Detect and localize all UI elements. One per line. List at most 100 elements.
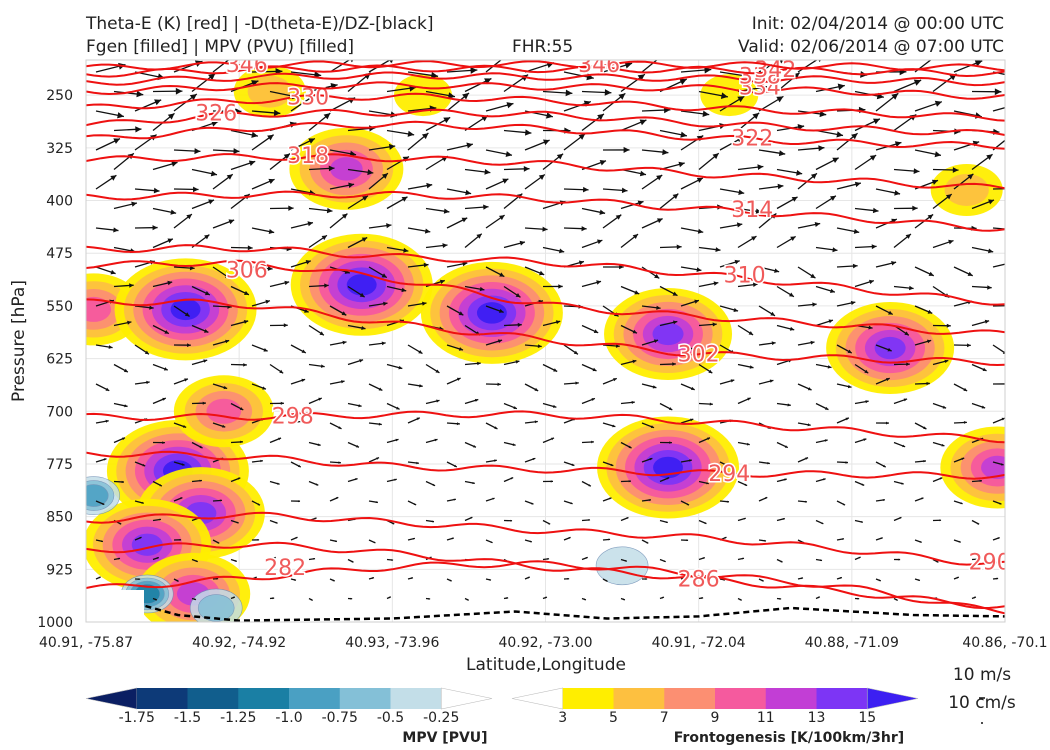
wind-arrowhead — [984, 319, 990, 324]
wind-arrowhead — [499, 308, 504, 313]
wind-arrowhead — [108, 345, 113, 349]
wind-arrowhead — [122, 437, 125, 441]
wind-arrowhead — [268, 229, 275, 234]
wind-arrowhead — [696, 267, 702, 272]
wind-arrowhead — [621, 187, 628, 194]
wind-arrowhead — [341, 311, 347, 316]
wind-arrowhead — [654, 273, 660, 279]
wind-arrowhead — [328, 165, 335, 172]
wind-arrowhead — [939, 519, 942, 522]
wind-arrowhead — [153, 187, 160, 194]
wind-arrowhead — [167, 280, 173, 286]
wind-arrowhead — [997, 537, 1000, 540]
wind-arrowhead — [373, 541, 376, 543]
x-axis-label: Latitude,Longitude — [466, 655, 626, 675]
wind-arrowhead — [810, 340, 815, 345]
wind-arrowhead — [176, 579, 179, 582]
wind-arrowhead — [348, 182, 355, 188]
wind-arrowhead — [505, 151, 512, 157]
wind-arrowhead — [465, 189, 472, 196]
y-tick-label: 475 — [46, 246, 73, 262]
wind-arrowhead — [529, 540, 532, 543]
wind-reference-label-2: 10 cm/s — [948, 693, 1016, 713]
wind-arrowhead — [820, 559, 822, 562]
wind-arrowhead — [184, 312, 190, 317]
colorbar-tick-label: 7 — [660, 710, 669, 726]
wind-arrowhead — [515, 293, 521, 298]
wind-arrowhead — [195, 560, 198, 562]
colorbar-tick-label: 15 — [858, 710, 876, 726]
x-tick-label: 40.91, -75.87 — [39, 635, 133, 651]
wind-arrowhead — [314, 517, 317, 520]
wind-arrowhead — [381, 341, 386, 346]
wind-arrowhead — [113, 227, 119, 233]
wind-arrowhead — [553, 404, 557, 408]
wind-arrowhead — [593, 329, 599, 333]
wind-arrowhead — [320, 364, 325, 368]
wind-arrowhead — [497, 382, 501, 386]
wind-arrowhead — [217, 541, 220, 544]
wind-arrowhead — [525, 129, 532, 136]
wind-arrowhead — [956, 576, 959, 579]
wind-arrowhead — [988, 248, 994, 254]
wind-arrowhead — [551, 437, 554, 441]
wind-arrowhead — [388, 596, 391, 599]
wind-arrowhead — [301, 349, 306, 353]
colorbar-swatch — [816, 688, 868, 709]
x-tick-label: 40.86, -70.1 — [962, 635, 1047, 651]
wind-arrowhead — [712, 322, 717, 327]
wind-arrowhead — [944, 359, 949, 364]
wind-arrowhead — [672, 193, 679, 200]
wind-arrowhead — [283, 323, 288, 328]
wind-arrowhead — [419, 384, 423, 388]
wind-arrowhead — [767, 461, 770, 465]
wind-arrowhead — [537, 344, 542, 348]
wind-arrowhead — [694, 299, 699, 304]
wind-arrowhead — [860, 520, 863, 523]
colorbar-tick-label: -0.25 — [423, 710, 459, 726]
wind-arrowhead — [236, 521, 239, 524]
wind-arrowhead — [790, 236, 796, 241]
wind-arrowhead — [275, 521, 278, 524]
wind-arrowhead — [769, 379, 774, 383]
colorbar-tick-label: -0.75 — [322, 710, 358, 726]
wind-arrowhead — [319, 331, 324, 336]
wind-arrowhead — [986, 154, 993, 160]
wind-arrowhead — [888, 310, 893, 315]
wind-arrowhead — [193, 186, 199, 193]
wind-arrowhead — [462, 261, 468, 267]
mpv-blob — [86, 484, 109, 507]
wind-arrowhead — [845, 461, 848, 464]
wind-arrowhead — [267, 266, 273, 271]
wind-arrowhead — [101, 540, 103, 542]
wind-arrowhead — [139, 537, 142, 539]
mpv-colorbar: -1.75 -1.5 -1.25 -1.0 -0.75 -0.5 -0.25 — [85, 687, 493, 726]
wind-arrowhead — [372, 577, 374, 579]
wind-arrowhead — [186, 214, 192, 220]
theta-e-line — [86, 410, 1005, 444]
wind-arrowhead — [963, 421, 967, 424]
wind-arrowhead — [873, 118, 880, 125]
wind-arrowhead — [901, 482, 904, 485]
wind-arrowhead — [184, 378, 188, 382]
wind-arrowhead — [691, 386, 695, 390]
wind-arrowhead — [886, 421, 889, 425]
wind-arrowhead — [961, 457, 965, 460]
wind-arrowhead — [294, 578, 296, 581]
wind-arrowhead — [543, 139, 550, 146]
y-axis-label: Pressure [hPa] — [9, 280, 29, 402]
wind-arrowhead — [632, 234, 638, 239]
theta-e-line — [86, 244, 1005, 306]
wind-arrowhead — [98, 576, 101, 579]
wind-arrowhead — [175, 87, 183, 95]
wind-arrowhead — [824, 439, 828, 442]
wind-arrowhead — [146, 380, 150, 385]
wind-arrowhead — [298, 500, 300, 503]
wind-arrowhead — [159, 484, 162, 487]
wind-arrowhead — [403, 247, 409, 253]
y-tick-label: 625 — [46, 352, 73, 368]
wind-arrowhead — [967, 271, 973, 276]
wind-arrowhead — [453, 498, 456, 501]
wind-arrowhead — [818, 60, 821, 63]
wind-arrowhead — [307, 221, 313, 227]
